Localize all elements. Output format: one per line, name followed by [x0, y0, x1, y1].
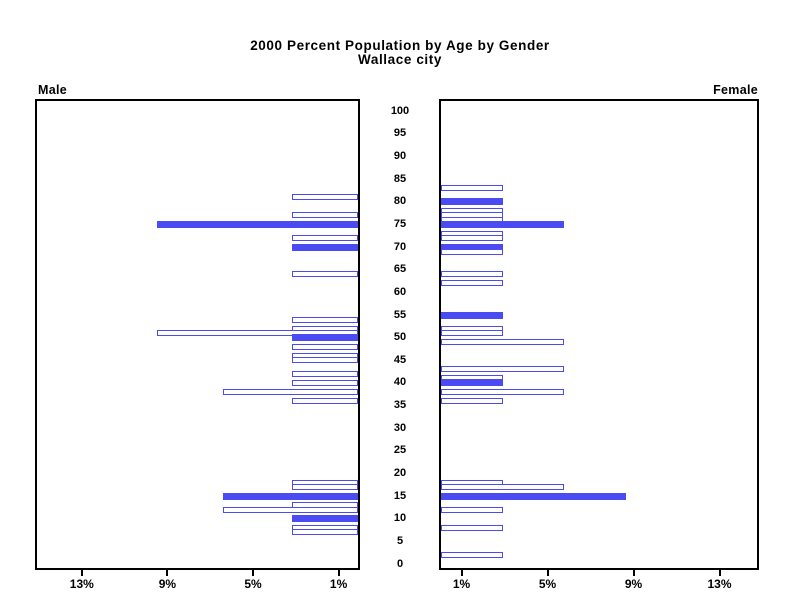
chart-subtitle: Wallace city	[358, 52, 442, 67]
age-label-20: 20	[393, 466, 407, 479]
female-bar-age-83	[441, 185, 503, 192]
male-bar-age-42	[292, 370, 358, 377]
left-pct-label-13: 13%	[69, 577, 94, 591]
age-label-25: 25	[393, 444, 407, 457]
male-bar-age-81	[292, 194, 358, 201]
male-bar-age-45	[292, 357, 358, 364]
left-pct-tick-13	[80, 570, 83, 576]
age-label-80: 80	[393, 195, 407, 208]
left-pct-tick-5	[252, 570, 254, 576]
age-label-40: 40	[393, 376, 407, 389]
age-label-60: 60	[393, 285, 407, 298]
female-bar-age-49	[441, 339, 564, 346]
left-pct-tick-9	[166, 570, 169, 576]
age-label-10: 10	[393, 512, 407, 525]
male-bars-area	[37, 101, 358, 568]
female-bar-age-80	[441, 198, 503, 206]
male-bar-age-36	[292, 398, 358, 404]
male-bar-age-70	[292, 243, 358, 251]
right-pct-label-9: 9%	[624, 577, 643, 591]
right-pct-tick-1	[460, 570, 463, 576]
right-pct-tick-5	[546, 570, 549, 576]
male-panel-label: Male	[38, 83, 67, 97]
female-bar-age-75	[441, 220, 564, 228]
age-label-35: 35	[393, 399, 407, 411]
male-bar-age-77	[292, 212, 358, 219]
left-pct-label-9: 9%	[158, 577, 177, 591]
male-bar-age-72	[292, 235, 358, 241]
age-label-100: 100	[390, 104, 410, 117]
female-bar-age-17	[441, 484, 564, 490]
age-label-95: 95	[393, 127, 407, 140]
female-bar-age-36	[441, 398, 503, 404]
age-label-65: 65	[393, 263, 407, 276]
right-pct-tick-9	[632, 570, 635, 576]
left-pct-label-5: 5%	[244, 577, 262, 591]
male-chart-panel	[35, 99, 360, 570]
female-bar-age-70	[441, 243, 503, 251]
male-bar-age-40	[292, 379, 358, 386]
age-label-5: 5	[396, 534, 404, 547]
right-pct-label-5: 5%	[538, 577, 557, 591]
male-bar-age-48	[292, 343, 358, 350]
male-bar-age-12	[223, 506, 358, 513]
male-bar-age-51	[157, 330, 358, 337]
male-bar-age-10	[292, 515, 358, 523]
male-bar-age-38	[223, 388, 358, 395]
left-pct-label-1: 1%	[329, 577, 348, 591]
female-bar-age-55	[441, 311, 503, 319]
age-label-70: 70	[393, 240, 407, 253]
female-bar-age-8	[441, 524, 503, 531]
right-pct-tick-13	[718, 570, 721, 576]
chart-title: 2000 Percent Population by Age by Gender	[250, 38, 550, 53]
age-label-30: 30	[393, 421, 407, 434]
male-bar-age-50	[292, 334, 358, 342]
male-bar-age-54	[292, 316, 358, 323]
female-bar-age-64	[441, 271, 503, 278]
female-bar-age-62	[441, 280, 503, 287]
female-bar-age-12	[441, 506, 503, 513]
male-bar-age-75	[157, 220, 358, 228]
female-panel-label: Female	[713, 83, 758, 97]
age-label-85: 85	[393, 172, 407, 185]
right-pct-label-1: 1%	[452, 577, 471, 591]
male-bar-age-64	[292, 271, 358, 278]
right-pct-label-13: 13%	[707, 577, 732, 591]
female-bar-age-43	[441, 366, 564, 373]
age-label-50: 50	[393, 331, 407, 344]
age-label-0: 0	[396, 557, 404, 570]
age-label-90: 90	[393, 150, 407, 162]
female-chart-panel	[439, 99, 759, 570]
male-bar-age-17	[292, 484, 358, 490]
female-bar-age-51	[441, 330, 503, 337]
female-bar-age-69	[441, 248, 503, 255]
male-bar-age-7	[292, 529, 358, 536]
female-bars-area	[441, 101, 757, 568]
female-bar-age-2	[441, 551, 503, 558]
left-pct-tick-1	[337, 570, 340, 576]
age-label-45: 45	[393, 353, 407, 366]
female-bar-age-72	[441, 235, 503, 241]
female-bar-age-15	[441, 492, 626, 500]
age-label-55: 55	[393, 308, 407, 321]
male-bar-age-15	[223, 492, 358, 500]
age-label-15: 15	[393, 489, 407, 502]
female-bar-age-40	[441, 379, 503, 387]
age-label-75: 75	[393, 217, 407, 230]
female-bar-age-38	[441, 388, 564, 395]
